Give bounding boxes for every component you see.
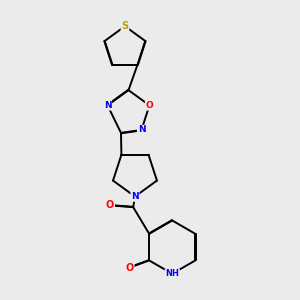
Text: N: N xyxy=(138,125,145,134)
Text: NH: NH xyxy=(165,269,179,278)
Text: N: N xyxy=(104,101,111,110)
Text: O: O xyxy=(106,200,114,210)
Text: O: O xyxy=(146,101,153,110)
Text: S: S xyxy=(122,21,128,31)
Text: N: N xyxy=(131,192,139,201)
Text: O: O xyxy=(125,262,134,272)
